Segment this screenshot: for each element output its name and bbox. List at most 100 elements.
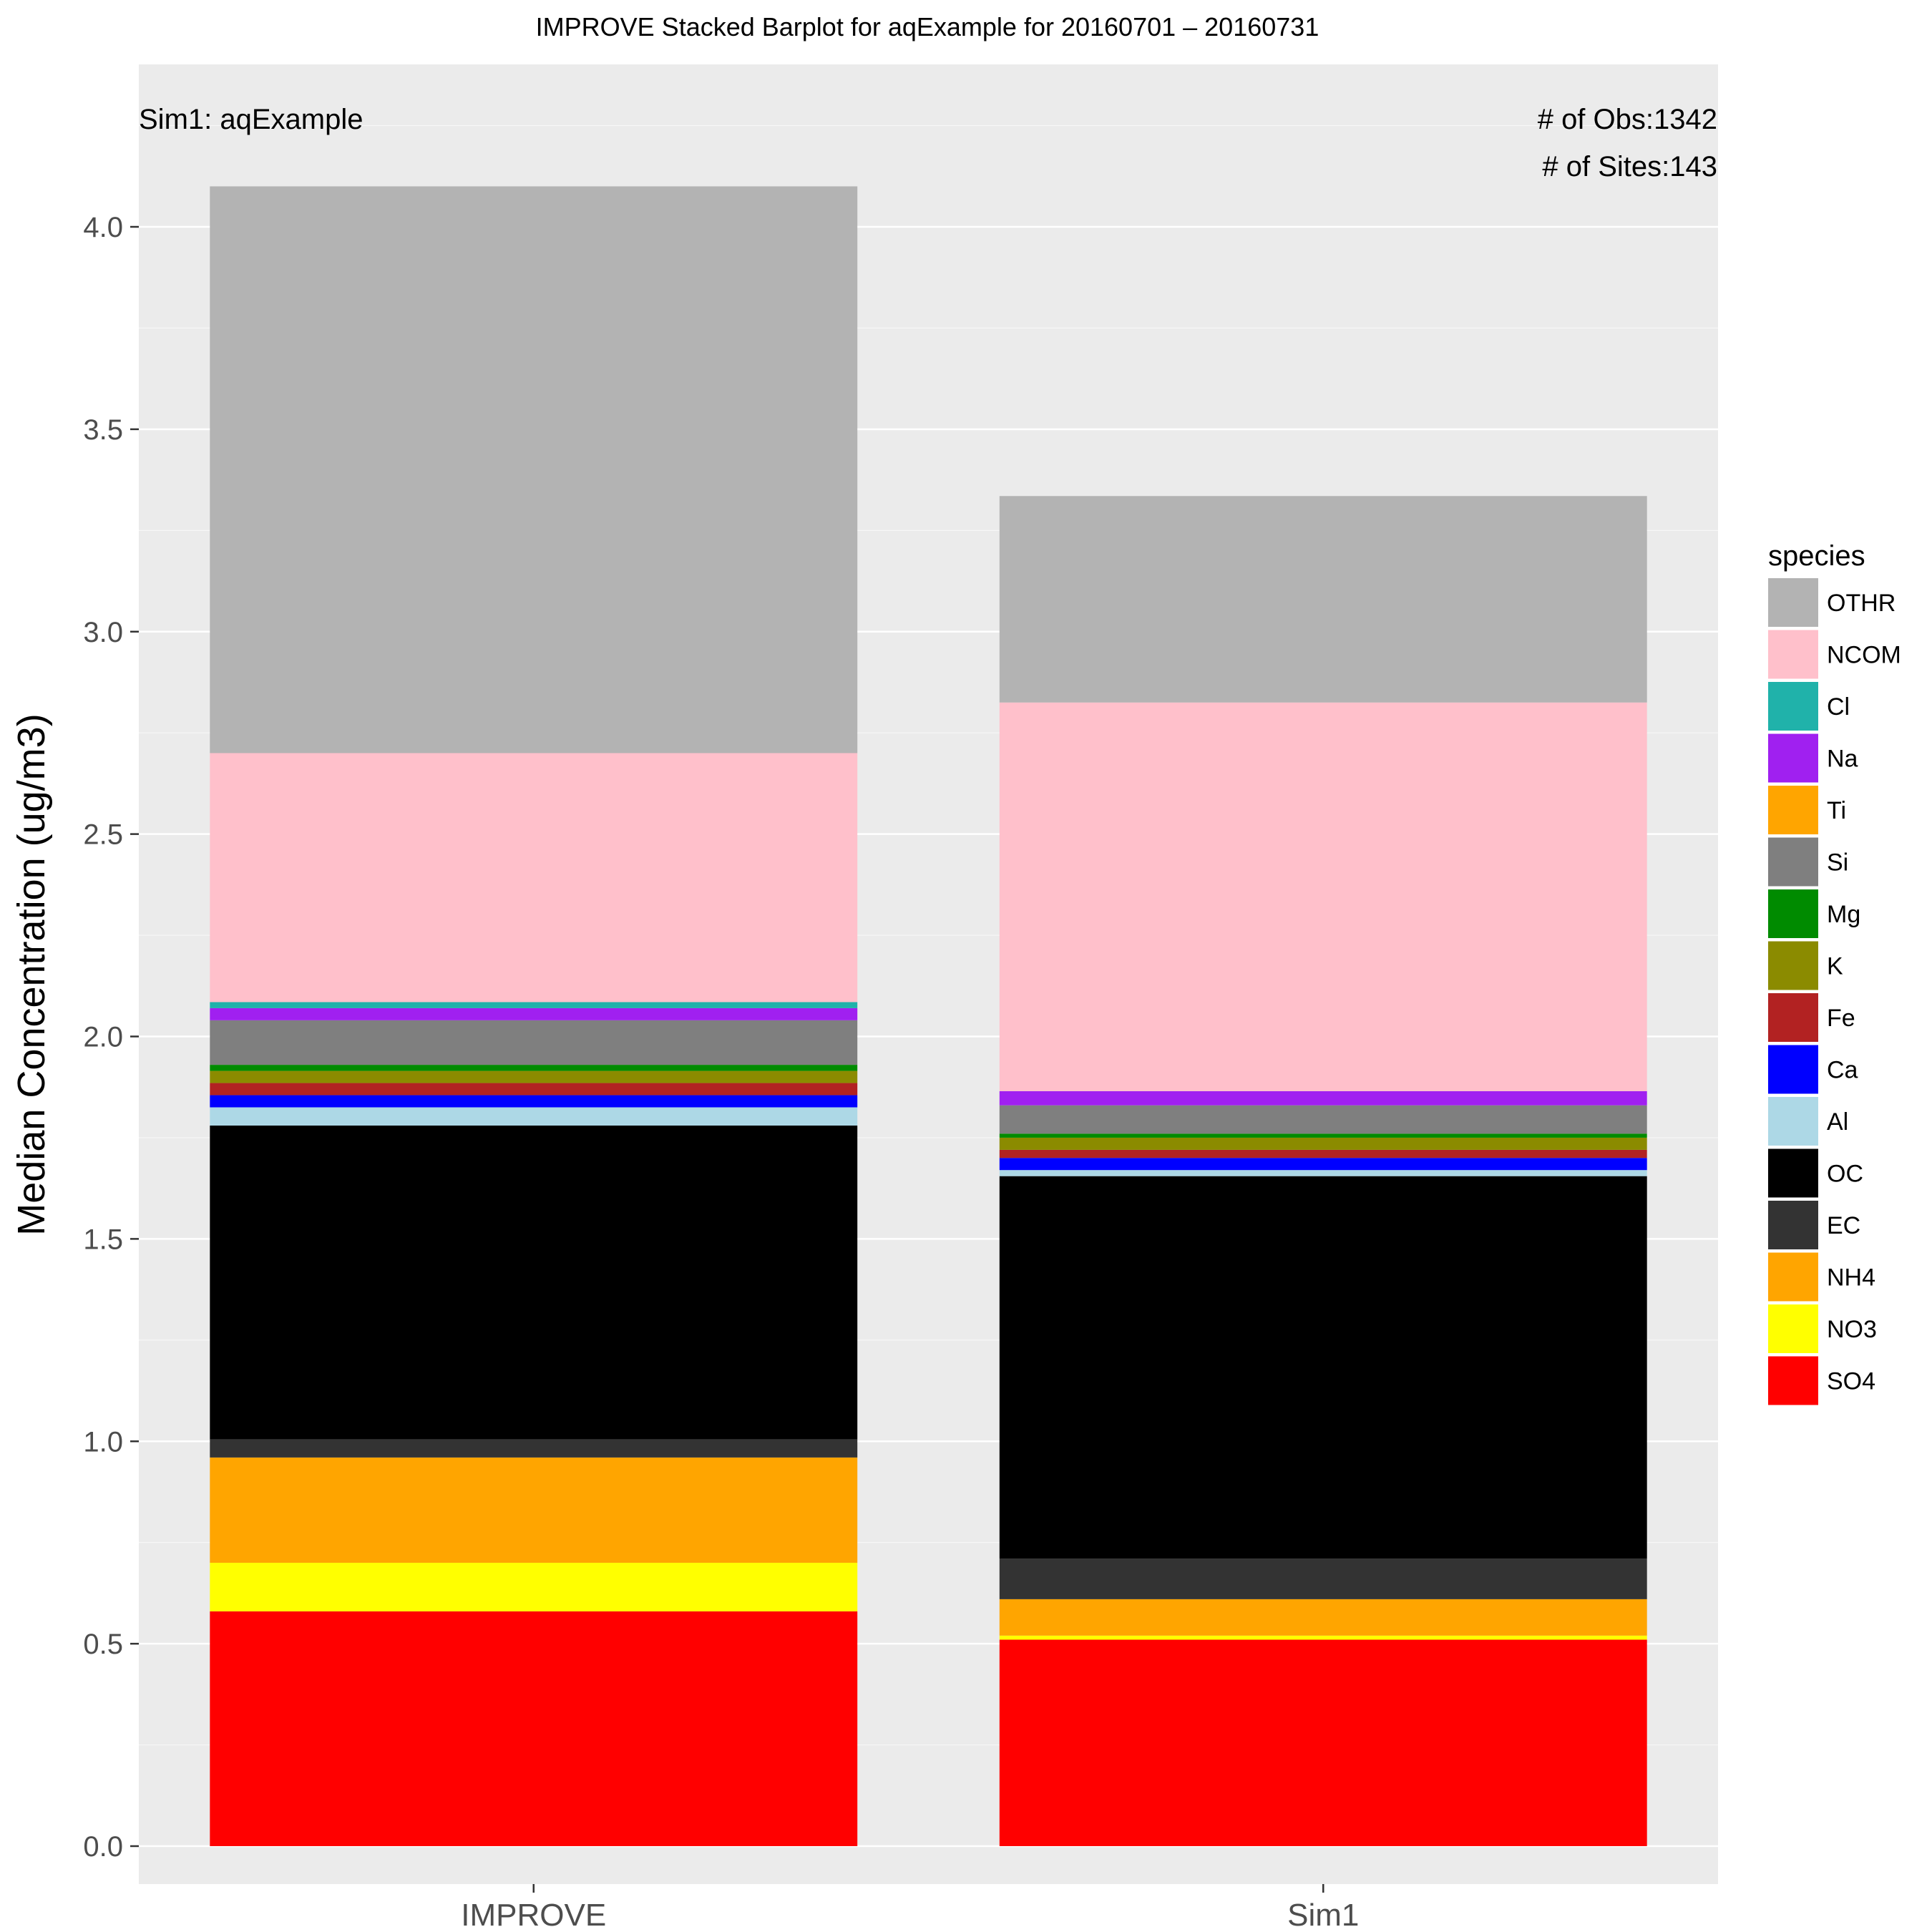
legend-key (1768, 941, 1818, 990)
bar-segment-othr (999, 496, 1647, 703)
legend-label: NO3 (1827, 1316, 1877, 1343)
legend-item-so4: SO4 (1768, 1356, 1875, 1405)
legend-item-mg: Mg (1768, 889, 1860, 938)
legend-label: K (1827, 953, 1843, 980)
bar-stack-improve (210, 186, 858, 1846)
bar-segment-mg (999, 1133, 1647, 1138)
legend-label: OTHR (1827, 590, 1896, 617)
bar-segment-al (999, 1170, 1647, 1176)
bar-segment-si (999, 1105, 1647, 1134)
legend-key (1768, 1304, 1818, 1353)
legend-item-othr: OTHR (1768, 578, 1896, 627)
y-tick-label: 0.0 (83, 1831, 123, 1863)
bar-segment-ca (210, 1095, 858, 1108)
x-tick-label: Sim1 (1287, 1898, 1359, 1932)
bar-segment-na (999, 1091, 1647, 1106)
y-tick-label: 3.5 (83, 414, 123, 446)
legend-item-nh4: NH4 (1768, 1252, 1875, 1302)
bar-segment-ec (210, 1439, 858, 1458)
legend-label: SO4 (1827, 1368, 1875, 1395)
legend-item-no3: NO3 (1768, 1304, 1877, 1353)
legend-key (1768, 1201, 1818, 1249)
legend-key (1768, 682, 1818, 731)
legend-key (1768, 889, 1818, 938)
bar-segment-ncom (210, 753, 858, 1002)
bar-segment-fe (210, 1083, 858, 1096)
bar-segment-so4 (999, 1639, 1647, 1846)
legend-item-oc: OC (1768, 1148, 1863, 1198)
obs-count-annotation: # of Obs:1342 (1538, 104, 1717, 135)
legend-item-si: Si (1768, 837, 1848, 887)
chart-title: IMPROVE Stacked Barplot for aqExample fo… (536, 12, 1319, 42)
bar-segment-oc (999, 1176, 1647, 1559)
bar-segment-cl (210, 1002, 858, 1008)
legend-key (1768, 1045, 1818, 1094)
bar-segment-ec (999, 1558, 1647, 1599)
y-axis: 0.0 0.5 1.0 1.5 2.0 2.5 3.0 3.5 4.0 (83, 212, 139, 1863)
sites-count-annotation: # of Sites:143 (1542, 151, 1717, 182)
bar-segment-othr (210, 186, 858, 753)
legend-key (1768, 1148, 1818, 1198)
legend-key (1768, 733, 1818, 783)
bar-segment-ncom (999, 702, 1647, 1091)
y-tick-label: 2.0 (83, 1022, 123, 1053)
legend-label: Fe (1827, 1005, 1855, 1032)
legend-item-fe: Fe (1768, 993, 1855, 1042)
y-tick-label: 3.0 (83, 617, 123, 648)
legend-key (1768, 1097, 1818, 1146)
bar-segment-no3 (210, 1562, 858, 1611)
legend-key (1768, 630, 1818, 679)
legend-item-cl: Cl (1768, 682, 1850, 731)
y-tick-label: 4.0 (83, 212, 123, 243)
legend-label: Al (1827, 1108, 1848, 1136)
legend-label: OC (1827, 1161, 1863, 1188)
legend-label: NCOM (1827, 642, 1901, 669)
bar-segment-no3 (999, 1635, 1647, 1640)
legend-key (1768, 1356, 1818, 1405)
legend-item-na: Na (1768, 733, 1858, 783)
sim-annotation: Sim1: aqExample (139, 104, 363, 135)
legend-item-ncom: NCOM (1768, 630, 1901, 679)
bar-stack-sim1 (999, 496, 1647, 1846)
bar-segment-oc (210, 1125, 858, 1440)
bars (210, 186, 1647, 1846)
legend-label: Ca (1827, 1057, 1858, 1084)
legend: species OTHR NCOM Cl Na Ti Si Mg K Fe Ca Al OC EC NH4 N… (1768, 540, 1901, 1405)
bar-segment-mg (210, 1065, 858, 1071)
x-axis: IMPROVE Sim1 (461, 1884, 1359, 1932)
bar-segment-nh4 (999, 1599, 1647, 1636)
legend-label: Na (1827, 746, 1858, 773)
bar-segment-si (210, 1020, 858, 1065)
legend-label: Mg (1827, 901, 1860, 928)
y-tick-label: 1.0 (83, 1426, 123, 1458)
bar-segment-al (210, 1107, 858, 1126)
legend-key (1768, 993, 1818, 1042)
legend-key (1768, 578, 1818, 627)
legend-title: species (1768, 540, 1865, 572)
bar-segment-ca (999, 1158, 1647, 1171)
bar-segment-nh4 (210, 1457, 858, 1563)
legend-key (1768, 1252, 1818, 1302)
bar-segment-fe (999, 1149, 1647, 1158)
legend-label: Ti (1827, 797, 1846, 824)
legend-item-ec: EC (1768, 1201, 1860, 1249)
bar-segment-na (210, 1008, 858, 1020)
legend-item-al: Al (1768, 1097, 1848, 1146)
y-axis-label: Median Concentration (ug/m3) (10, 713, 53, 1235)
bar-segment-so4 (210, 1611, 858, 1846)
legend-key (1768, 837, 1818, 887)
legend-item-ca: Ca (1768, 1045, 1858, 1094)
legend-item-ti: Ti (1768, 786, 1846, 834)
y-tick-label: 0.5 (83, 1629, 123, 1660)
y-tick-label: 2.5 (83, 819, 123, 851)
legend-label: Cl (1827, 693, 1850, 721)
y-tick-label: 1.5 (83, 1224, 123, 1255)
legend-item-k: K (1768, 941, 1843, 990)
legend-label: Si (1827, 849, 1848, 877)
legend-label: EC (1827, 1212, 1860, 1239)
bar-segment-k (210, 1070, 858, 1083)
x-tick-label: IMPROVE (461, 1898, 606, 1932)
bar-segment-k (999, 1137, 1647, 1150)
legend-key (1768, 786, 1818, 834)
